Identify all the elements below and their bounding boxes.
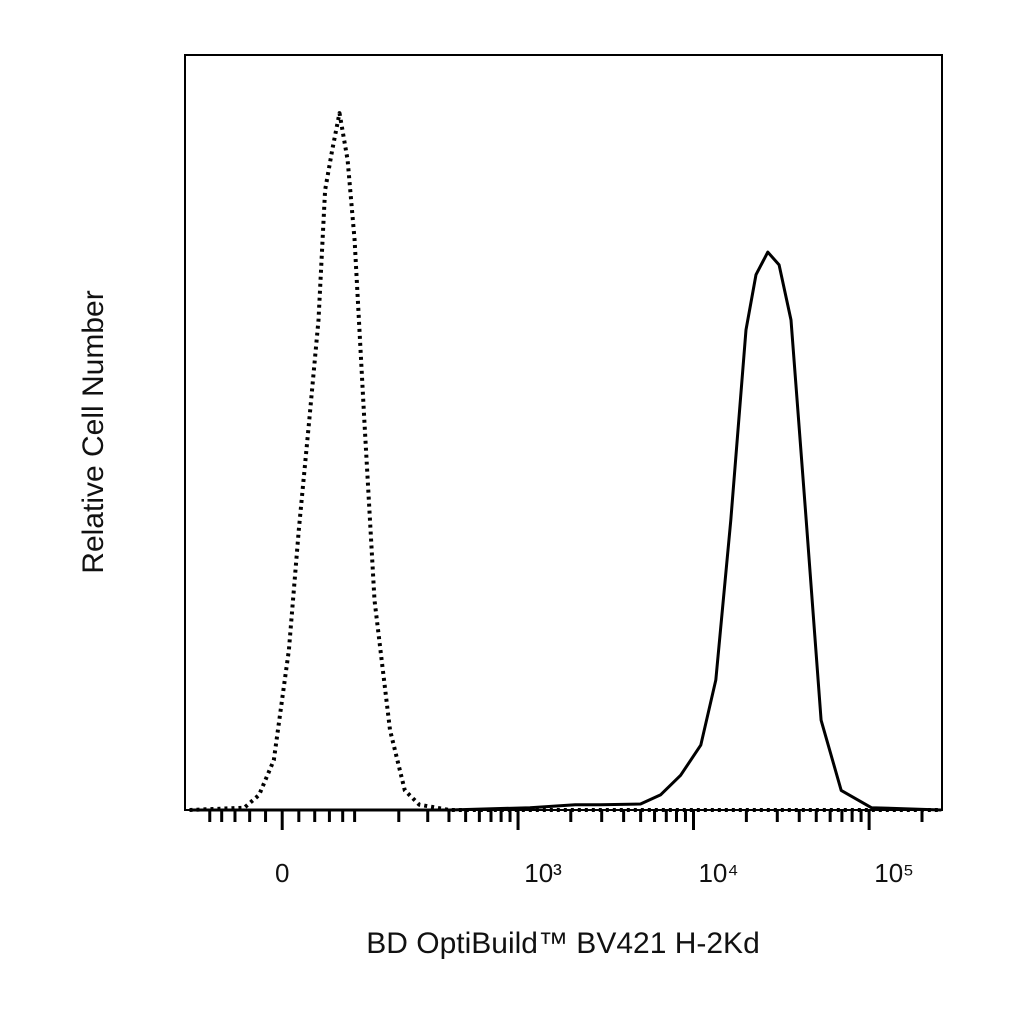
x-tick-label: 10⁴	[698, 858, 738, 888]
histogram-line	[189, 250, 942, 812]
x-tick-label: 10⁵	[874, 858, 914, 888]
x-axis-title: BD OptiBuild™ BV421 H-2Kd	[366, 927, 760, 960]
x-tick-label: 0	[275, 858, 289, 888]
y-axis-title: Relative Cell Number	[77, 290, 110, 573]
plot-frame	[184, 54, 943, 811]
x-tick-label: 10³	[524, 858, 562, 888]
histogram-line	[189, 111, 942, 812]
